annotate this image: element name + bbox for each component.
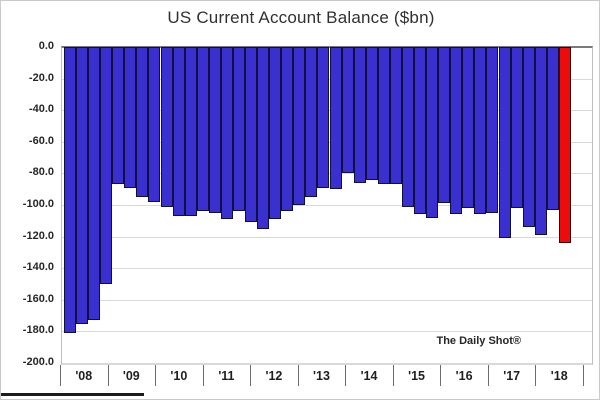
bar: [257, 47, 270, 229]
attribution-watermark: The Daily Shot®: [436, 335, 521, 347]
x-axis-label: '10: [170, 369, 188, 383]
x-axis-tick: [345, 365, 347, 386]
bar: [534, 47, 547, 236]
gridline: [62, 236, 592, 238]
gridline: [62, 268, 592, 270]
x-axis-tick: [487, 365, 489, 386]
y-axis-label: -20.0: [28, 71, 54, 84]
x-axis-tick: [250, 365, 252, 386]
x-axis-label: '17: [503, 369, 521, 383]
x-axis-tick: [107, 365, 109, 386]
bar: [245, 47, 258, 223]
bar: [486, 47, 499, 213]
chart-title: US Current Account Balance ($bn): [167, 8, 435, 27]
bar: [546, 47, 559, 210]
plot-area: [61, 46, 593, 365]
y-axis-label: -80.0: [28, 166, 54, 179]
bar: [353, 47, 366, 183]
bar: [474, 47, 487, 215]
bar: [498, 47, 511, 239]
bar: [389, 47, 402, 185]
gridline: [62, 205, 592, 206]
bar: [305, 47, 318, 198]
bar: [172, 47, 185, 217]
x-axis-label: '11: [218, 369, 235, 383]
gridline: [62, 331, 592, 333]
bar: [462, 47, 475, 209]
bar: [232, 47, 245, 212]
y-axis-label: -200.0: [22, 356, 54, 368]
x-axis-tick: [583, 365, 584, 386]
gridline: [62, 299, 592, 301]
x-axis-label: '08: [75, 369, 93, 383]
bar: [160, 47, 173, 207]
bar: [148, 47, 161, 202]
bar: [401, 47, 414, 207]
y-axis-label: -60.0: [28, 134, 54, 147]
y-axis-label: -160.0: [22, 292, 54, 305]
bar: [426, 47, 439, 218]
x-axis-tick: [535, 365, 537, 386]
bar: [293, 47, 306, 205]
bar: [269, 47, 282, 220]
bottom-crop-line: [1, 393, 144, 396]
bar: [281, 47, 294, 212]
x-axis-tick: [392, 365, 394, 386]
y-axis-label: -40.0: [28, 103, 54, 116]
y-axis-label: 0.0: [38, 40, 54, 52]
x-axis-tick: [155, 365, 157, 386]
bar: [450, 47, 463, 215]
x-axis-label: '16: [455, 369, 473, 383]
bar: [341, 47, 354, 174]
bar: [76, 47, 89, 324]
bar: [317, 47, 330, 188]
x-axis-label: '12: [265, 369, 283, 383]
bar: [196, 47, 209, 212]
bar: [365, 47, 378, 180]
x-axis-label: '15: [408, 369, 426, 383]
bar-highlighted: [558, 47, 571, 243]
gridline: [62, 363, 592, 364]
x-axis-label: '13: [313, 369, 330, 383]
bar: [510, 47, 523, 209]
bar: [184, 47, 197, 217]
bar: [208, 47, 221, 213]
bar: [220, 47, 233, 220]
bar: [88, 47, 101, 321]
y-axis-label: -120.0: [22, 229, 54, 242]
bar: [100, 47, 113, 284]
x-axis-label: '14: [360, 369, 378, 383]
x-axis: '08 '09 '10 '11 '12 '13 '14 '15 '16 '17 '18: [60, 364, 584, 390]
bar: [124, 47, 137, 188]
bar: [329, 47, 342, 190]
y-axis-label: -180.0: [22, 324, 54, 337]
x-axis-label: '18: [550, 369, 568, 383]
bar: [112, 47, 125, 185]
bar: [522, 47, 535, 228]
y-axis-label: -140.0: [22, 261, 54, 274]
x-axis-tick: [440, 365, 442, 386]
bar: [414, 47, 427, 215]
bar: [136, 47, 149, 198]
x-axis-tick: [202, 365, 204, 386]
x-axis-tick: [297, 365, 299, 386]
bar: [64, 47, 76, 333]
bar: [377, 47, 390, 185]
x-axis-label: '09: [122, 369, 140, 383]
bar: [438, 47, 451, 204]
y-axis-label: -100.0: [22, 198, 54, 210]
x-axis-tick: [60, 365, 61, 386]
